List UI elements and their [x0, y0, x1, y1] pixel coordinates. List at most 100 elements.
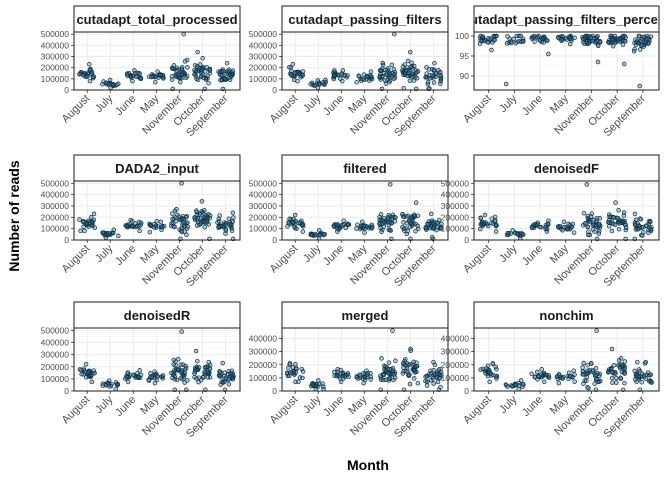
data-point [593, 366, 599, 371]
data-point [596, 43, 601, 49]
data-point [632, 368, 637, 374]
data-point [154, 377, 160, 383]
y-tick-label: 300000 [249, 52, 278, 62]
y-tick-label: 300000 [41, 350, 70, 360]
data-point [89, 379, 95, 385]
data-point [585, 232, 591, 238]
data-point [129, 218, 135, 224]
data-point [597, 216, 603, 221]
data-point [158, 219, 164, 225]
data-point [593, 40, 599, 45]
data-point [386, 213, 391, 218]
data-point [590, 227, 596, 232]
data-point [640, 233, 645, 238]
data-point [287, 362, 292, 367]
data-point [231, 215, 236, 220]
data-point [192, 72, 197, 77]
data-point [308, 81, 313, 87]
data-point [438, 384, 443, 390]
data-point [598, 378, 603, 384]
data-point [582, 35, 588, 40]
data-point [596, 231, 602, 236]
data-point [309, 232, 314, 238]
data-point [535, 222, 540, 227]
data-point [391, 372, 396, 377]
data-point [489, 216, 495, 221]
data-point [174, 68, 180, 73]
data-point [622, 380, 627, 386]
data-point [404, 220, 409, 226]
data-point [615, 38, 621, 43]
data-point [198, 221, 204, 227]
data-point [175, 72, 181, 78]
data-point [611, 363, 617, 368]
y-tick-label: 0 [464, 235, 469, 245]
data-point [478, 215, 483, 221]
data-point [405, 372, 411, 378]
data-point [615, 215, 621, 221]
panel-background [474, 328, 659, 391]
data-point [614, 380, 619, 385]
x-tick-label: August [60, 394, 93, 427]
data-point [572, 35, 577, 41]
data-point [296, 379, 301, 385]
data-point [510, 384, 515, 389]
data-point [134, 74, 139, 80]
data-point [88, 215, 94, 220]
data-point [228, 222, 234, 228]
data-point [408, 49, 413, 55]
data-point [358, 373, 363, 378]
data-point [618, 375, 623, 381]
y-tick-label: 500000 [441, 178, 470, 188]
data-point [617, 221, 622, 226]
data-point [529, 225, 535, 231]
y-axis-title: Number of reads [6, 160, 22, 271]
data-point [477, 226, 483, 232]
y-tick-label: 0 [64, 235, 69, 245]
data-point [152, 380, 158, 386]
y-tick-label: 0 [272, 386, 277, 396]
y-tick-label: 500000 [41, 325, 70, 335]
data-point [637, 47, 643, 52]
data-point [434, 371, 440, 377]
data-point [287, 64, 292, 70]
data-point [493, 229, 499, 234]
data-point [77, 217, 82, 222]
data-point [377, 221, 382, 226]
data-point [137, 228, 142, 234]
data-point [583, 378, 589, 383]
data-point [595, 371, 600, 376]
data-point [611, 215, 616, 220]
data-point [408, 64, 413, 70]
data-point [362, 230, 367, 235]
data-point [299, 222, 305, 227]
data-point [486, 40, 491, 45]
data-point [567, 41, 573, 47]
data-point [193, 348, 199, 354]
data-point [192, 67, 197, 73]
data-point [610, 380, 615, 385]
data-point [489, 47, 494, 53]
data-point [170, 211, 175, 216]
data-point [633, 377, 638, 382]
data-point [508, 231, 513, 236]
data-point [595, 33, 600, 39]
data-point [386, 360, 392, 365]
data-point [520, 38, 526, 44]
facet-title: DADA2_input [115, 161, 199, 176]
data-point [482, 212, 488, 218]
data-point [572, 379, 577, 384]
data-point [539, 367, 544, 372]
facet-strip [473, 154, 660, 182]
data-point [438, 370, 444, 375]
data-point [545, 221, 551, 226]
data-point [219, 72, 225, 78]
data-point [430, 220, 436, 226]
data-point [113, 380, 119, 385]
y-tick-label: 400000 [249, 40, 278, 50]
data-point [634, 379, 639, 385]
data-point [223, 222, 228, 228]
